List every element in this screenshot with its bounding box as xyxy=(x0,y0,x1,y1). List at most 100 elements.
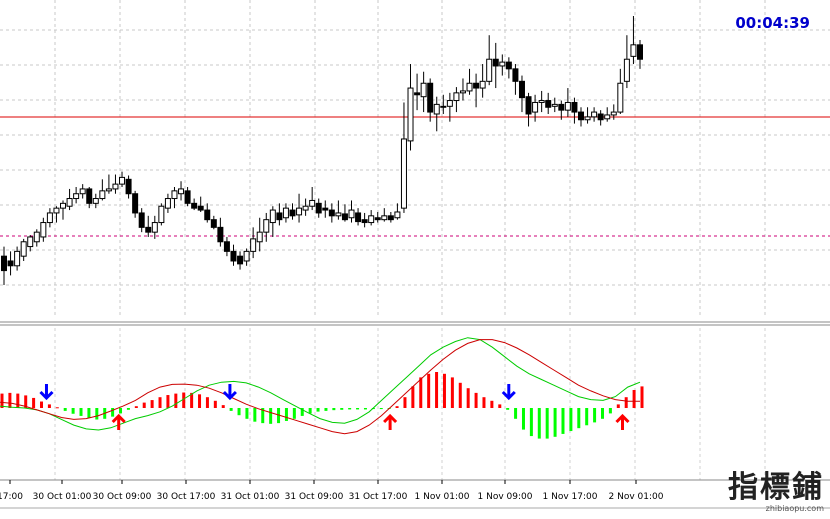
histogram-bar-negative xyxy=(245,408,249,419)
arrow-up-head xyxy=(615,413,630,424)
candle-bear xyxy=(374,217,381,221)
histogram-bar-positive xyxy=(16,393,20,408)
candle-bear xyxy=(86,188,93,204)
candle-bear xyxy=(145,226,152,233)
histogram-bar-positive xyxy=(403,397,407,408)
candle-bull xyxy=(604,114,611,120)
histogram-bar-positive xyxy=(474,392,478,408)
candle-bear xyxy=(597,113,604,121)
histogram-bar-positive xyxy=(221,405,225,408)
histogram-bar-negative xyxy=(111,408,115,417)
candle-bear xyxy=(132,193,139,214)
candle-bear xyxy=(7,260,14,267)
candle-bull xyxy=(79,188,86,195)
candle-bull xyxy=(591,111,598,118)
signal-arrows xyxy=(39,384,630,430)
histogram-bar-positive xyxy=(134,406,138,408)
candle-bear xyxy=(473,82,480,89)
time-axis-label: 30 Oct 01:00 xyxy=(33,492,92,502)
candle-bull xyxy=(250,238,257,252)
candle-bear xyxy=(191,202,198,209)
candle-bull xyxy=(99,190,106,200)
candle-bull xyxy=(538,100,545,103)
panel-separator[interactable] xyxy=(0,321,830,326)
candle-bull xyxy=(151,222,158,233)
candle-bear xyxy=(440,105,447,108)
time-axis-label: 1 Nov 17:00 xyxy=(543,492,598,502)
candle-bear xyxy=(545,100,552,108)
candle-bear xyxy=(276,212,283,221)
candle-bull xyxy=(14,250,21,267)
candle-bull xyxy=(348,209,355,219)
candle-bear xyxy=(223,241,230,252)
histogram-bar-negative xyxy=(79,408,83,416)
candle-bull xyxy=(53,207,60,214)
candle-bull xyxy=(282,207,289,219)
histogram-bar-negative xyxy=(292,408,296,419)
candle-bull xyxy=(381,215,388,221)
candle-bull xyxy=(112,183,119,190)
histogram-bar-negative xyxy=(348,408,352,410)
histogram-bar-negative xyxy=(300,408,304,416)
candle-bull xyxy=(269,209,276,224)
histogram-bar-negative xyxy=(119,408,123,414)
candle-bull xyxy=(164,198,171,209)
candle-bull xyxy=(446,100,453,107)
candle-bull xyxy=(33,231,40,243)
histogram-bar-negative xyxy=(529,408,533,437)
time-axis-label: 2 Nov 01:00 xyxy=(609,492,664,502)
candle-bull xyxy=(400,138,407,209)
histogram-bar-negative xyxy=(545,408,549,439)
histogram-bar-negative xyxy=(316,408,320,412)
signal-line-red xyxy=(0,339,640,435)
candle-bull xyxy=(420,82,427,98)
histogram-bar-negative xyxy=(608,408,612,414)
histogram-bar-positive xyxy=(490,400,494,408)
histogram-bar-negative xyxy=(237,408,241,416)
candle-bear xyxy=(210,219,217,228)
candle-bear xyxy=(355,212,362,223)
histogram-bar-positive xyxy=(466,388,470,408)
candle-bear xyxy=(184,190,191,204)
candle-bear xyxy=(518,80,525,99)
candle-bear xyxy=(637,44,643,60)
histogram-bar-negative xyxy=(537,408,541,439)
candle-bear xyxy=(322,207,329,211)
candle-bear xyxy=(289,209,296,217)
candle-bull xyxy=(20,241,27,257)
histogram-bar-positive xyxy=(482,397,486,408)
candle-bull xyxy=(171,190,178,200)
candle-bull xyxy=(92,198,99,204)
histogram-bar-negative xyxy=(126,408,130,410)
candle-bull xyxy=(73,193,80,200)
histogram-bar-positive xyxy=(442,373,446,408)
candle-bear xyxy=(341,213,348,221)
candle-bull xyxy=(623,58,630,82)
candle-bull xyxy=(407,87,414,142)
candle-bull xyxy=(335,212,342,217)
candles xyxy=(1,16,643,285)
time-axis-label: 1 Nov 01:00 xyxy=(415,492,470,502)
candle-bull xyxy=(178,188,185,195)
histogram-bar-positive xyxy=(182,392,186,408)
candle-bull xyxy=(459,90,466,94)
histogram-bar-positive xyxy=(142,402,146,408)
candle-bull xyxy=(119,176,126,185)
histogram-bar-positive xyxy=(205,397,209,408)
histogram-bar-negative xyxy=(308,408,312,414)
candle-bear xyxy=(414,92,421,96)
time-axis-label: 30 Oct 17:00 xyxy=(157,492,216,502)
candle-bear xyxy=(237,255,244,265)
histogram-bar-positive xyxy=(435,372,439,408)
candle-bull xyxy=(296,207,303,216)
candle-bear xyxy=(387,215,394,221)
arrow-down-head xyxy=(501,390,516,401)
histogram-bar-positive xyxy=(427,373,431,408)
candle-bear xyxy=(361,219,368,224)
histogram-bar-negative xyxy=(229,408,233,411)
time-axis-label: 17:00 xyxy=(0,492,23,502)
candle-bear xyxy=(230,250,237,262)
candle-bull xyxy=(263,219,270,233)
histogram-bar-negative xyxy=(506,408,510,410)
